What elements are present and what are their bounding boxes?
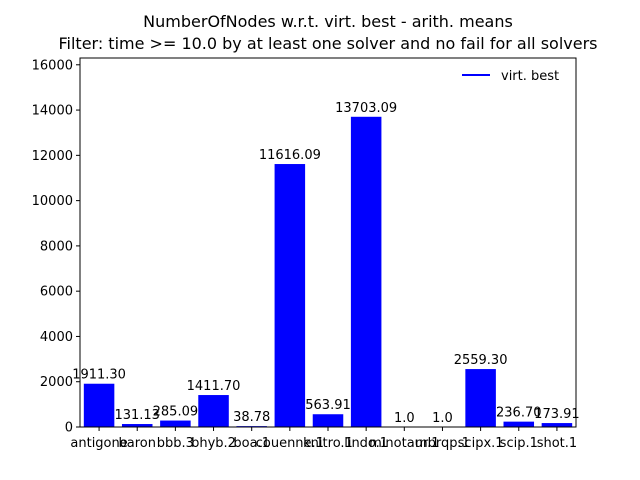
y-tick-label-6000: 6000 bbox=[40, 285, 73, 300]
bars-group bbox=[83, 116, 573, 427]
plot-area-frame bbox=[79, 57, 577, 428]
y-tick-label-0: 0 bbox=[65, 421, 73, 436]
y-tick-label-4000: 4000 bbox=[40, 330, 73, 345]
data-label-baron: 131.13 bbox=[114, 408, 160, 423]
chart-title: NumberOfNodes w.r.t. virt. best - arith.… bbox=[143, 12, 513, 31]
data-label-antigone: 1911.30 bbox=[72, 368, 126, 383]
bar-lindo-1 bbox=[350, 116, 382, 427]
y-tick-label-16000: 16000 bbox=[32, 58, 73, 73]
y-tick-label-14000: 14000 bbox=[32, 104, 73, 119]
data-label-scipx-1: 2559.30 bbox=[454, 353, 508, 368]
x-tick-label-baron: baron bbox=[118, 436, 155, 451]
data-label-mbrqp-1: 1.0 bbox=[432, 411, 453, 426]
data-label-bbb-3: 285.09 bbox=[153, 405, 199, 420]
x-tick-label-bhyb-2: bhyb.2 bbox=[191, 436, 236, 451]
x-tick-label-lindo-1: lindo.1 bbox=[344, 436, 388, 451]
y-tick-label-8000: 8000 bbox=[40, 239, 73, 254]
x-tick-label-minotaur-1: minotaur.1 bbox=[369, 436, 439, 451]
data-label-shot-1: 173.91 bbox=[534, 407, 580, 422]
bar-knitro-1 bbox=[312, 414, 344, 427]
bar-couenne-1 bbox=[274, 164, 306, 427]
x-tick-label-scipx-1: scipx.1 bbox=[458, 436, 504, 451]
bar-baron bbox=[121, 424, 153, 427]
x-tick-label-knitro-1: knitro.1 bbox=[303, 436, 353, 451]
data-label-bhyb-2: 1411.70 bbox=[187, 379, 241, 394]
bar-antigone bbox=[83, 383, 115, 427]
data-label-scip-1: 236.70 bbox=[496, 406, 542, 421]
data-label-boa-1: 38.78 bbox=[233, 410, 270, 425]
data-label-minotaur-1: 1.0 bbox=[394, 411, 415, 426]
x-tick-label-boa-1: boa.1 bbox=[233, 436, 270, 451]
bar-bbb-3 bbox=[160, 420, 191, 427]
bar-scip-1 bbox=[503, 421, 535, 427]
y-tick-label-2000: 2000 bbox=[40, 375, 73, 390]
x-tick-label-antigone: antigone bbox=[70, 436, 127, 451]
y-tick-label-10000: 10000 bbox=[32, 194, 73, 209]
x-tick-label-bbb-3: bbb.3 bbox=[157, 436, 194, 451]
y-tick-label-12000: 12000 bbox=[32, 149, 73, 164]
bar-scipx-1 bbox=[465, 369, 496, 427]
bar-bhyb-2 bbox=[198, 395, 229, 427]
bar-shot-1 bbox=[541, 423, 573, 427]
x-tick-label-couenne-1: couenne.1 bbox=[256, 436, 324, 451]
chart-subtitle: Filter: time >= 10.0 by at least one sol… bbox=[58, 34, 597, 53]
data-label-couenne-1: 11616.09 bbox=[259, 148, 321, 163]
x-tick-label-shot-1: shot.1 bbox=[537, 436, 577, 451]
x-tick-label-mbrqp-1: mbrqp.1 bbox=[415, 436, 470, 451]
data-label-knitro-1: 563.91 bbox=[305, 398, 351, 413]
legend: virt. best bbox=[462, 69, 559, 84]
y-axis-ticks: 0 2000 4000 6000 8000 10000 12000 14000 16000 bbox=[32, 58, 80, 436]
data-label-lindo-1: 13703.09 bbox=[335, 101, 397, 116]
x-tick-label-scip-1: scip.1 bbox=[500, 436, 538, 451]
legend-label-virt-best: virt. best bbox=[501, 69, 559, 84]
